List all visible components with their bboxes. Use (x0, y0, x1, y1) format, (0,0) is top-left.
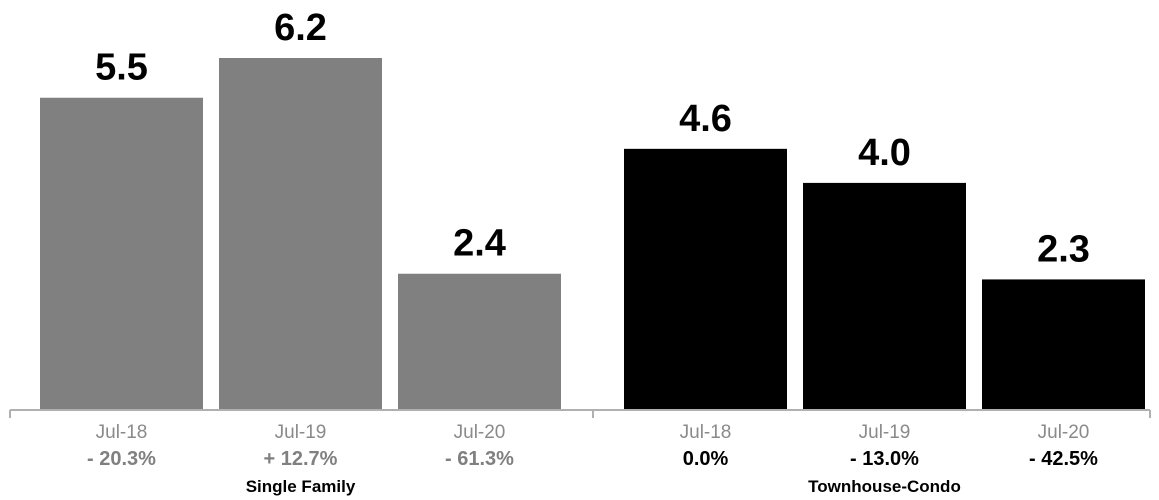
change-label-single-family-jul-19: + 12.7% (264, 448, 338, 470)
bar-townhouse-condo-jul-19 (803, 182, 966, 410)
value-label-single-family-jul-19: 6.2 (274, 7, 327, 49)
bar-townhouse-condo-jul-20 (982, 279, 1145, 410)
value-label-single-family-jul-18: 5.5 (95, 47, 148, 89)
tick-label-townhouse-condo-jul-20: Jul-20 (1038, 422, 1090, 443)
bar-single-family-jul-20 (398, 273, 561, 410)
value-label-townhouse-condo-jul-18: 4.6 (679, 98, 732, 140)
tick-label-single-family-jul-20: Jul-20 (454, 422, 506, 443)
bar-townhouse-condo-jul-18 (624, 148, 787, 410)
change-label-townhouse-condo-jul-18: 0.0% (683, 448, 729, 470)
tick-label-single-family-jul-19: Jul-19 (275, 422, 327, 443)
group-label-townhouse-condo: Townhouse-Condo (808, 477, 961, 496)
labels-layer: 5.5 Jul-18 - 20.3% 6.2 Jul-19 + 12.7% 2.4 Jul-2… (87, 7, 1098, 496)
value-label-townhouse-condo-jul-19: 4.0 (858, 132, 911, 174)
bars-layer (40, 58, 1145, 410)
bar-single-family-jul-19 (219, 58, 382, 410)
change-label-townhouse-condo-jul-19: - 13.0% (850, 448, 919, 470)
change-label-single-family-jul-18: - 20.3% (87, 448, 156, 470)
tick-label-single-family-jul-18: Jul-18 (96, 422, 148, 443)
tick-label-townhouse-condo-jul-18: Jul-18 (680, 422, 732, 443)
bar-single-family-jul-18 (40, 97, 203, 410)
tick-label-townhouse-condo-jul-19: Jul-19 (859, 422, 911, 443)
group-label-single-family: Single Family (246, 477, 356, 496)
change-label-townhouse-condo-jul-20: - 42.5% (1029, 448, 1098, 470)
change-label-single-family-jul-20: - 61.3% (445, 448, 514, 470)
value-label-townhouse-condo-jul-20: 2.3 (1037, 228, 1090, 270)
value-label-single-family-jul-20: 2.4 (453, 223, 506, 265)
